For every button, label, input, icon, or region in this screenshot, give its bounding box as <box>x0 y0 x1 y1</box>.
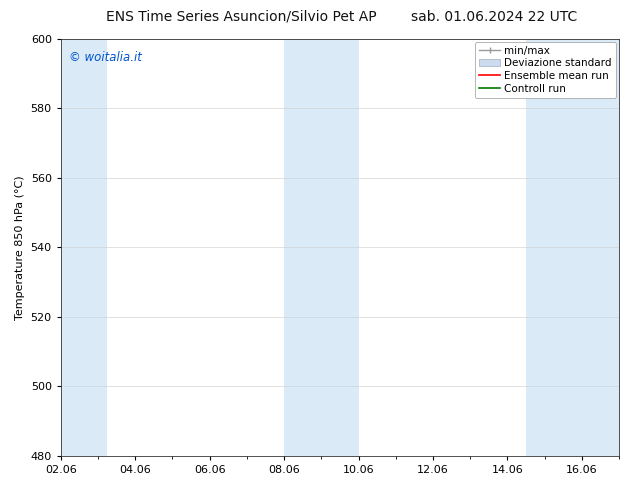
Text: © woitalia.it: © woitalia.it <box>69 51 142 64</box>
Bar <box>284 39 358 456</box>
Legend: min/max, Deviazione standard, Ensemble mean run, Controll run: min/max, Deviazione standard, Ensemble m… <box>475 42 616 98</box>
Bar <box>526 39 619 456</box>
Text: ENS Time Series Asuncion/Silvio Pet AP: ENS Time Series Asuncion/Silvio Pet AP <box>106 10 376 24</box>
Y-axis label: Temperature 850 hPa (°C): Temperature 850 hPa (°C) <box>15 175 25 319</box>
Bar <box>61 39 107 456</box>
Text: sab. 01.06.2024 22 UTC: sab. 01.06.2024 22 UTC <box>411 10 578 24</box>
